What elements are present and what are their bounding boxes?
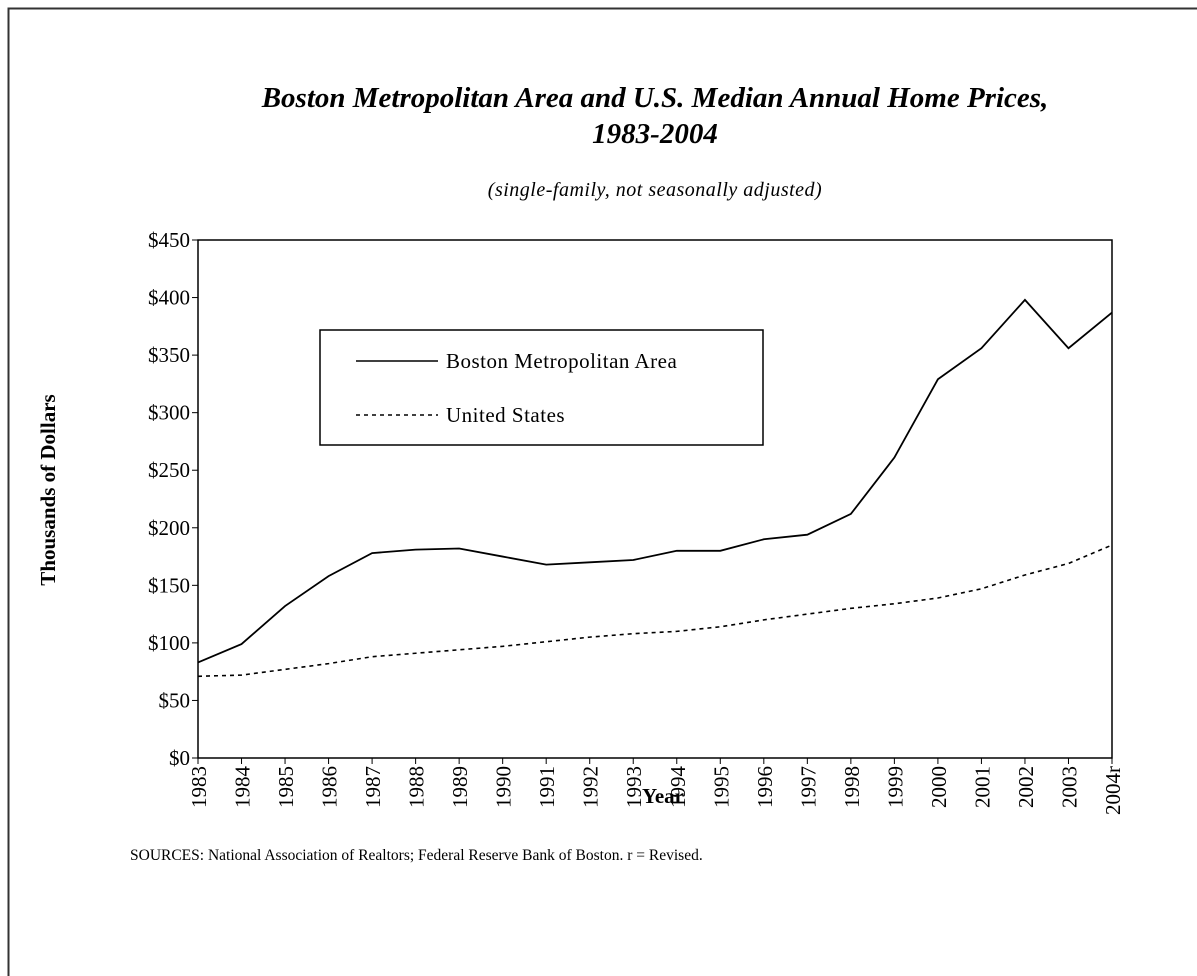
x-tick-label: 1989 xyxy=(448,766,472,808)
y-tick-label: $400 xyxy=(148,286,190,310)
y-tick-label: $300 xyxy=(148,401,190,425)
y-tick-label: $150 xyxy=(148,573,190,597)
data-line xyxy=(197,544,1113,678)
x-tick-label: 1995 xyxy=(709,766,733,808)
x-tick-label: 2000 xyxy=(927,766,951,808)
chart-subtitle: (single-family, not seasonally adjusted) xyxy=(488,179,822,201)
x-tick-label: 1987 xyxy=(361,766,385,808)
x-tick-label: 2004r xyxy=(1101,766,1125,815)
y-tick-label: $250 xyxy=(148,458,190,482)
x-tick-label: 1986 xyxy=(318,766,342,808)
x-axis-label: Year xyxy=(642,784,684,808)
x-tick-label: 1998 xyxy=(840,766,864,808)
x-tick-label: 1984 xyxy=(231,766,255,809)
x-tick-label: 1990 xyxy=(492,766,516,808)
y-tick-label: $50 xyxy=(159,688,191,712)
y-tick-label: $350 xyxy=(148,343,190,367)
x-tick-label: 2001 xyxy=(970,766,994,808)
x-tick-label: 1983 xyxy=(187,766,211,808)
x-tick-label: 1997 xyxy=(796,766,820,808)
frame xyxy=(7,7,1197,976)
chart-title: Boston Metropolitan Area and U.S. Median… xyxy=(261,82,1049,150)
x-tick-label: 1992 xyxy=(579,766,603,808)
x-tick-label: 1988 xyxy=(405,766,429,808)
x-tick-label: 1999 xyxy=(883,766,907,808)
x-tick-label: 2002 xyxy=(1014,766,1038,808)
x-tick-label: 1994 xyxy=(666,766,690,809)
y-tick-label: $200 xyxy=(148,516,190,540)
x-tick-label: 1993 xyxy=(622,766,646,808)
legend-label: United States xyxy=(446,403,565,427)
legend-label: Boston Metropolitan Area xyxy=(446,349,677,373)
y-tick-label: $450 xyxy=(148,228,190,252)
x-tick-label: 1996 xyxy=(753,766,777,808)
plot-area xyxy=(197,239,1113,759)
x-tick-label: 1985 xyxy=(274,766,298,808)
legend-box xyxy=(319,329,764,446)
data-line xyxy=(197,298,1113,664)
y-axis-label: Thousands of Dollars xyxy=(36,394,60,585)
source-note: SOURCES: National Association of Realtor… xyxy=(130,847,703,864)
y-tick-label: $100 xyxy=(148,631,190,655)
x-tick-label: 2003 xyxy=(1057,766,1081,808)
y-tick-label: $0 xyxy=(169,746,190,770)
x-tick-label: 1991 xyxy=(535,766,559,808)
